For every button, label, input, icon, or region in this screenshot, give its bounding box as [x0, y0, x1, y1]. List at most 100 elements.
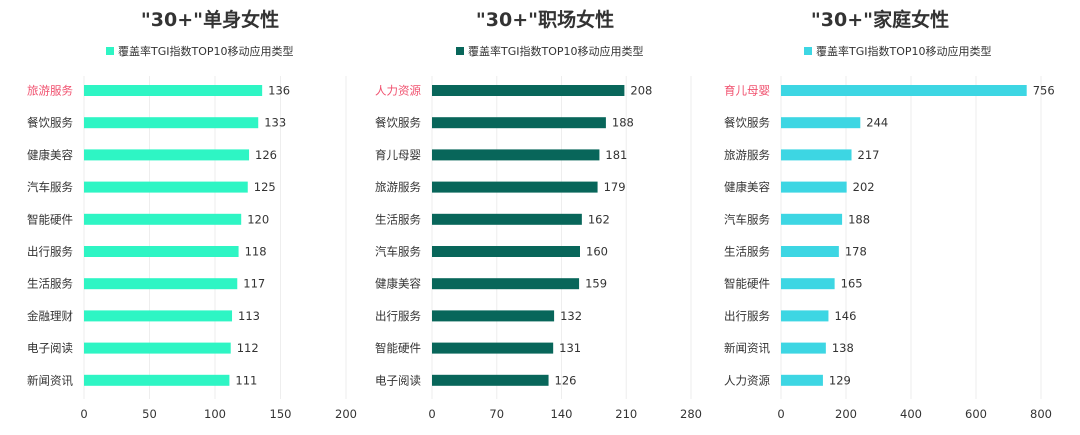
x-tick-label: 70	[489, 407, 504, 421]
category-label: 智能硬件	[724, 277, 770, 291]
value-label: 756	[1033, 84, 1055, 98]
x-tick-label: 600	[965, 407, 987, 421]
category-label: 汽车服务	[724, 212, 770, 226]
value-label: 202	[853, 180, 875, 194]
x-tick-label: 50	[142, 407, 157, 421]
value-label: 181	[605, 148, 627, 162]
chart-title: "30+"家庭女性	[811, 8, 949, 31]
value-label: 112	[237, 341, 259, 355]
value-label: 129	[829, 373, 851, 387]
bar	[781, 246, 839, 257]
bar	[432, 246, 580, 257]
bar	[432, 374, 549, 386]
bar	[432, 278, 580, 290]
value-label: 118	[245, 245, 267, 259]
category-label: 生活服务	[375, 212, 421, 226]
value-label: 131	[559, 341, 581, 355]
category-label: 健康美容	[375, 277, 421, 291]
value-label: 111	[235, 373, 257, 387]
category-label: 电子阅读	[375, 373, 421, 387]
bar	[781, 85, 1027, 96]
value-label: 217	[858, 148, 880, 162]
x-tick-label: 280	[680, 407, 702, 421]
bar	[432, 310, 555, 322]
bar	[84, 246, 239, 257]
category-label: 旅游服务	[375, 180, 421, 194]
legend-label: 覆盖率TGI指数TOP10移动应用类型	[468, 44, 644, 58]
category-label: 人力资源	[375, 84, 421, 98]
category-label: 新闻资讯	[724, 341, 770, 355]
category-label: 餐饮服务	[27, 116, 73, 130]
x-tick-label: 100	[204, 407, 226, 421]
bar	[781, 374, 823, 386]
value-label: 188	[848, 212, 870, 226]
value-label: 126	[255, 148, 277, 162]
bar	[84, 117, 259, 129]
bar	[432, 181, 598, 193]
category-label: 餐饮服务	[724, 116, 770, 130]
bar	[84, 213, 242, 225]
bar	[84, 278, 238, 290]
value-label: 208	[630, 84, 652, 98]
bar	[432, 85, 625, 96]
x-tick-label: 800	[1030, 407, 1052, 421]
bar	[84, 374, 230, 386]
x-tick-label: 210	[615, 407, 637, 421]
bar	[781, 181, 847, 193]
legend-swatch	[804, 47, 812, 55]
category-label: 餐饮服务	[375, 116, 421, 130]
legend-label: 覆盖率TGI指数TOP10移动应用类型	[118, 44, 294, 58]
category-label: 新闻资讯	[27, 373, 73, 387]
x-tick-label: 0	[777, 407, 784, 421]
value-label: 178	[845, 245, 867, 259]
bar	[432, 117, 606, 129]
x-tick-label: 200	[835, 407, 857, 421]
category-label: 汽车服务	[27, 180, 73, 194]
category-label: 健康美容	[724, 180, 770, 194]
value-label: 133	[264, 116, 286, 130]
category-label: 出行服务	[724, 309, 770, 323]
category-label: 旅游服务	[724, 148, 770, 162]
legend-label: 覆盖率TGI指数TOP10移动应用类型	[816, 44, 992, 58]
value-label: 126	[555, 373, 577, 387]
value-label: 125	[254, 180, 276, 194]
bar	[432, 342, 554, 354]
category-label: 汽车服务	[375, 245, 421, 259]
category-label: 育儿母婴	[724, 84, 770, 98]
value-label: 120	[247, 212, 269, 226]
bar	[84, 85, 263, 96]
bar	[781, 149, 852, 161]
category-label: 旅游服务	[27, 84, 73, 98]
bar	[781, 213, 843, 225]
legend-swatch	[106, 47, 114, 55]
value-label: 244	[866, 116, 888, 130]
x-tick-label: 0	[428, 407, 435, 421]
value-label: 138	[832, 341, 854, 355]
category-label: 金融理财	[27, 309, 73, 323]
category-label: 生活服务	[724, 245, 770, 259]
category-label: 电子阅读	[27, 341, 73, 355]
category-label: 出行服务	[375, 309, 421, 323]
x-tick-label: 150	[270, 407, 292, 421]
value-label: 188	[612, 116, 634, 130]
legend-swatch	[456, 47, 464, 55]
value-label: 132	[560, 309, 582, 323]
category-label: 智能硬件	[375, 341, 421, 355]
value-label: 160	[586, 245, 608, 259]
category-label: 育儿母婴	[375, 148, 421, 162]
value-label: 146	[834, 309, 856, 323]
category-label: 健康美容	[27, 148, 73, 162]
chart-title: "30+"职场女性	[476, 8, 614, 31]
value-label: 165	[841, 277, 863, 291]
value-label: 136	[268, 84, 290, 98]
bar	[84, 342, 231, 354]
category-label: 出行服务	[27, 245, 73, 259]
bar	[781, 342, 826, 354]
bar	[84, 149, 250, 161]
x-tick-label: 140	[551, 407, 573, 421]
